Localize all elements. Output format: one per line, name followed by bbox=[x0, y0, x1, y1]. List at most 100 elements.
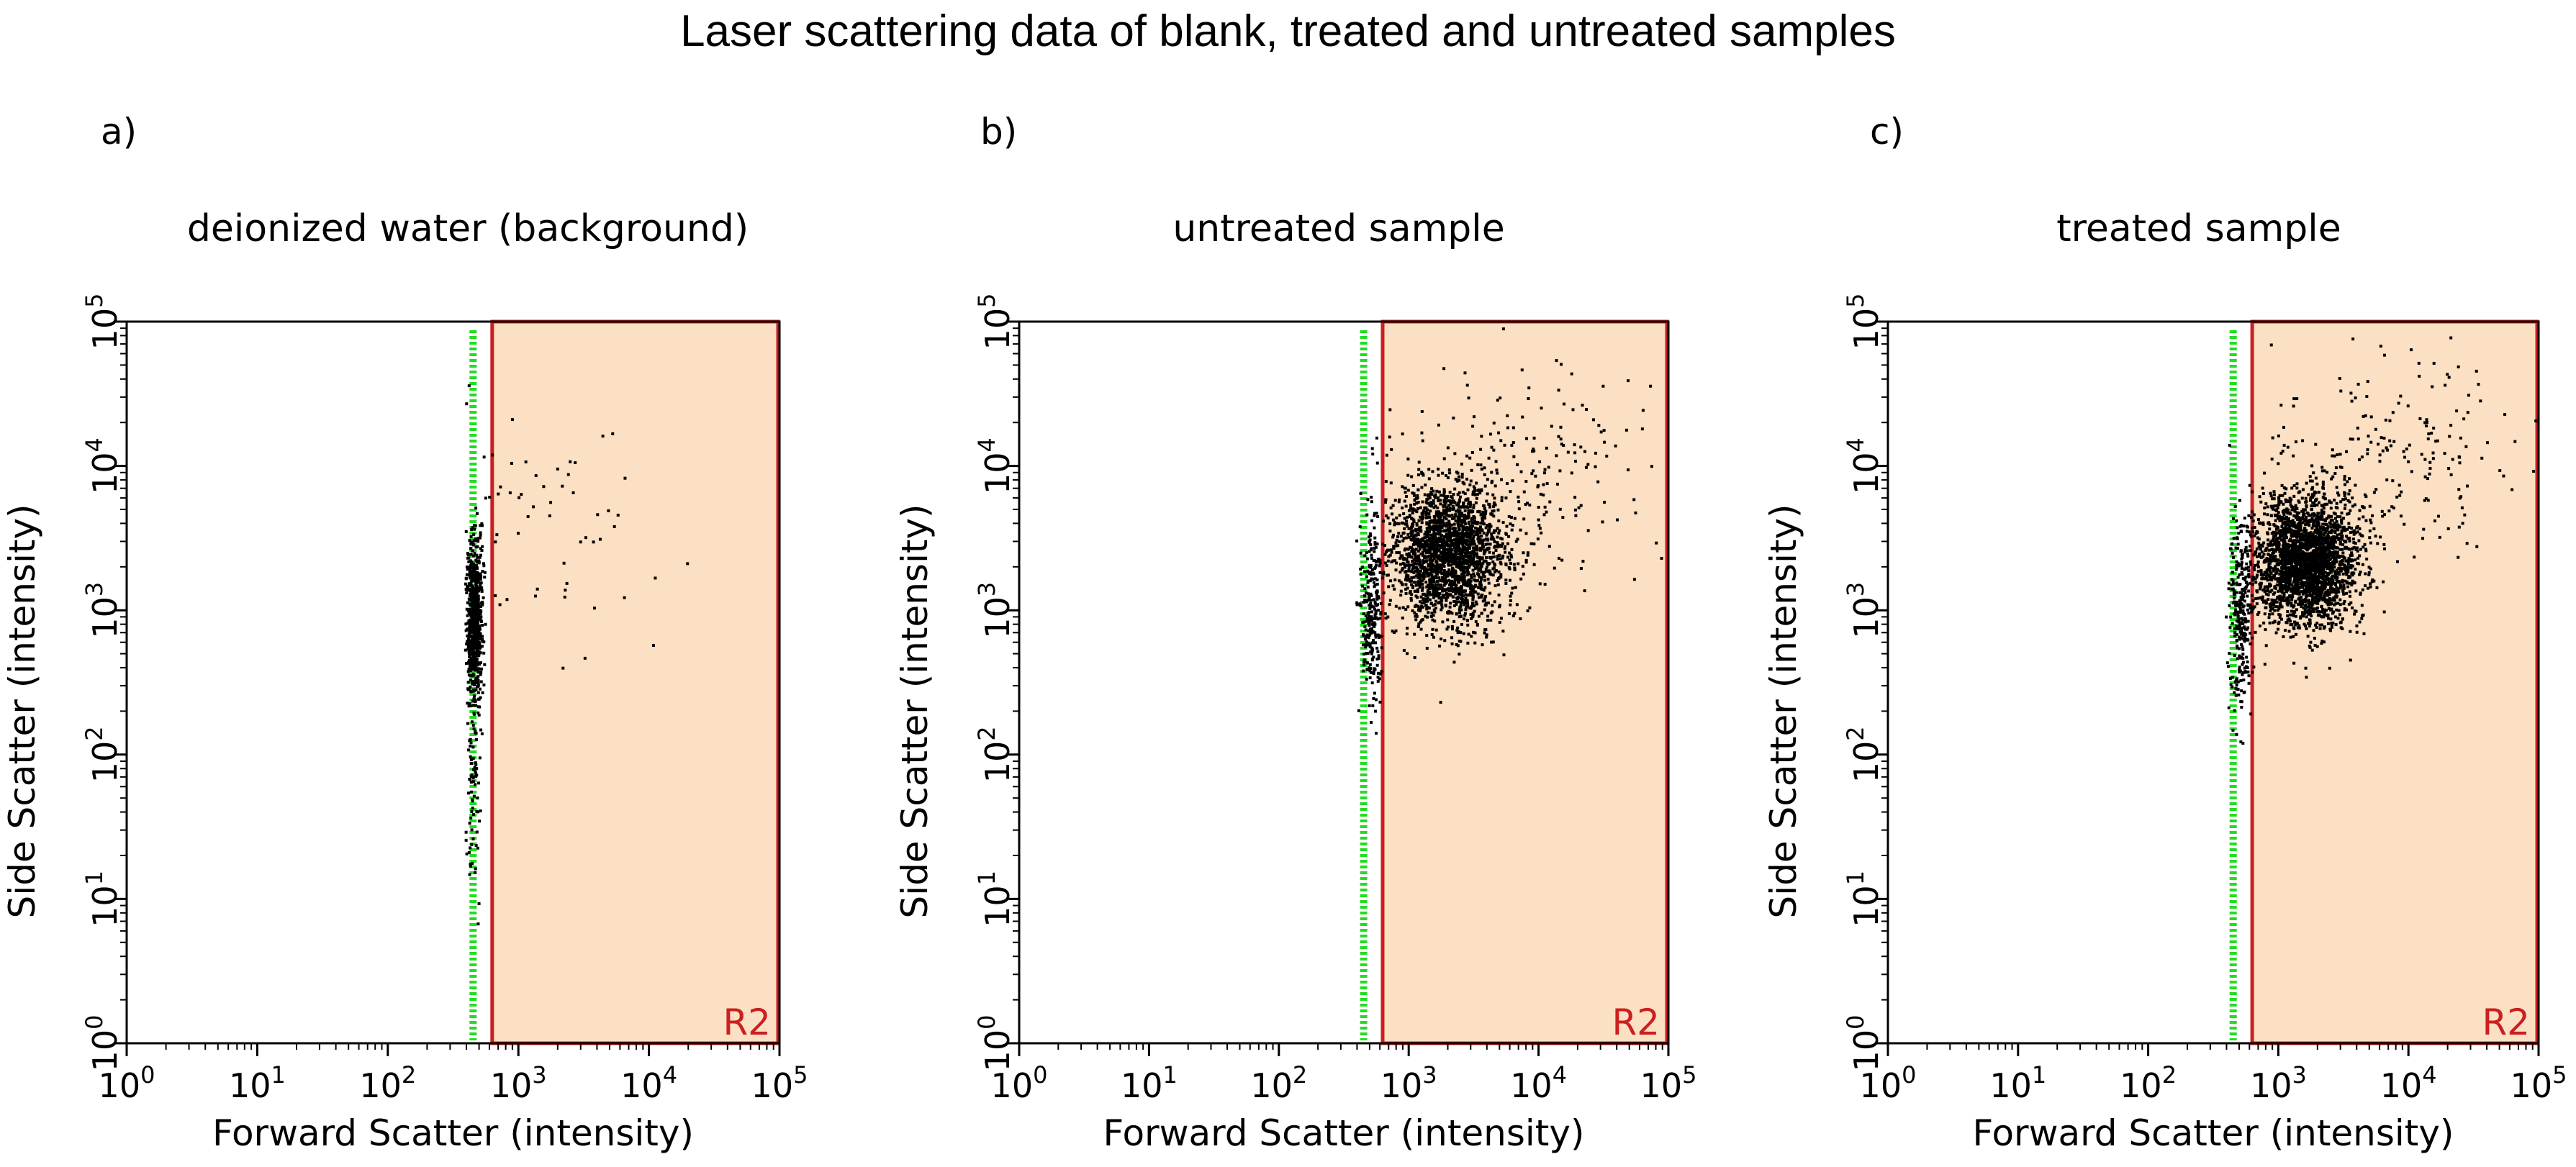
data-point bbox=[1419, 541, 1422, 545]
data-point bbox=[1434, 628, 1438, 632]
data-point bbox=[1439, 494, 1442, 497]
data-point bbox=[1457, 545, 1460, 549]
data-point bbox=[468, 654, 471, 658]
data-point bbox=[2330, 624, 2333, 627]
data-point bbox=[1450, 586, 1453, 590]
data-point bbox=[1415, 614, 1419, 618]
data-point bbox=[1558, 507, 1562, 511]
data-point bbox=[1454, 478, 1458, 481]
data-point bbox=[2338, 621, 2342, 625]
data-point bbox=[1378, 559, 1382, 563]
data-point bbox=[1463, 482, 1466, 486]
data-point bbox=[1416, 596, 1419, 599]
data-point bbox=[2284, 510, 2288, 514]
data-point bbox=[473, 658, 476, 661]
data-point bbox=[1543, 505, 1547, 509]
data-point bbox=[1454, 537, 1458, 541]
data-point bbox=[1573, 508, 1577, 512]
data-point bbox=[479, 615, 483, 619]
data-point bbox=[1476, 586, 1480, 589]
data-point bbox=[1430, 612, 1434, 615]
data-point bbox=[476, 540, 480, 543]
data-point bbox=[1466, 584, 1470, 588]
data-point bbox=[481, 603, 484, 607]
data-point bbox=[1443, 573, 1447, 577]
data-point bbox=[1445, 627, 1449, 631]
data-point bbox=[1456, 534, 1460, 537]
data-point bbox=[1471, 517, 1475, 520]
data-point bbox=[1365, 513, 1369, 517]
x-tick-label: 104 bbox=[620, 1061, 677, 1105]
data-point bbox=[1432, 635, 1435, 639]
data-point bbox=[1424, 513, 1428, 517]
data-point bbox=[1478, 510, 1481, 514]
data-point bbox=[2349, 554, 2352, 558]
data-point bbox=[1375, 646, 1379, 650]
data-point bbox=[1627, 379, 1630, 383]
data-point bbox=[1419, 552, 1423, 555]
data-point bbox=[479, 578, 482, 581]
data-point bbox=[467, 687, 471, 691]
data-point bbox=[2328, 580, 2331, 584]
panel-title: treated sample bbox=[2056, 207, 2341, 250]
data-point bbox=[470, 810, 474, 814]
data-point bbox=[1453, 530, 1457, 533]
data-point bbox=[469, 669, 473, 673]
gate-region-r2 bbox=[490, 319, 780, 1045]
data-point bbox=[2265, 577, 2269, 581]
data-point bbox=[1460, 577, 1463, 581]
data-point bbox=[1478, 525, 1482, 529]
data-point bbox=[1455, 543, 1459, 547]
data-point bbox=[477, 617, 481, 620]
data-point bbox=[1388, 603, 1391, 607]
data-point bbox=[1440, 542, 1444, 546]
data-point bbox=[1419, 506, 1422, 509]
data-point bbox=[1442, 584, 1446, 587]
data-point bbox=[1483, 511, 1486, 514]
data-point bbox=[1435, 548, 1439, 551]
data-point bbox=[1433, 543, 1437, 547]
data-point bbox=[1358, 602, 1362, 606]
data-point bbox=[1492, 448, 1496, 452]
data-point bbox=[1420, 619, 1424, 622]
data-point bbox=[1441, 519, 1445, 522]
y-tick-label: 100 bbox=[973, 1015, 1017, 1072]
data-point bbox=[1496, 542, 1499, 546]
data-point bbox=[1419, 581, 1422, 584]
data-point bbox=[1401, 539, 1405, 542]
data-point bbox=[1370, 641, 1374, 645]
data-point bbox=[1363, 625, 1367, 629]
data-point bbox=[1428, 520, 1432, 524]
data-point bbox=[2341, 617, 2344, 621]
data-point bbox=[1449, 589, 1452, 592]
data-point bbox=[1434, 504, 1437, 508]
data-point bbox=[1492, 566, 1496, 570]
data-point bbox=[471, 663, 475, 667]
data-point bbox=[2313, 590, 2317, 594]
data-point bbox=[1573, 451, 1577, 455]
data-point bbox=[2303, 519, 2307, 523]
data-point bbox=[1510, 528, 1514, 532]
data-point bbox=[1389, 579, 1393, 583]
data-point bbox=[474, 594, 477, 597]
data-point bbox=[1422, 473, 1425, 477]
data-point bbox=[468, 621, 471, 625]
data-point bbox=[1485, 633, 1488, 637]
data-point bbox=[1487, 581, 1491, 585]
data-point bbox=[1372, 598, 1375, 601]
data-point bbox=[1425, 634, 1429, 637]
data-point bbox=[464, 830, 468, 834]
data-point bbox=[1436, 568, 1440, 571]
data-point bbox=[2256, 560, 2260, 564]
data-point bbox=[1515, 603, 1519, 607]
data-point bbox=[1368, 535, 1371, 539]
data-point bbox=[1370, 658, 1374, 662]
data-point bbox=[1472, 630, 1475, 634]
data-point bbox=[1370, 519, 1374, 522]
data-point bbox=[1475, 547, 1479, 550]
data-point bbox=[1420, 589, 1424, 592]
data-point bbox=[2335, 528, 2338, 532]
data-point bbox=[1455, 642, 1458, 646]
data-point bbox=[1411, 491, 1414, 495]
